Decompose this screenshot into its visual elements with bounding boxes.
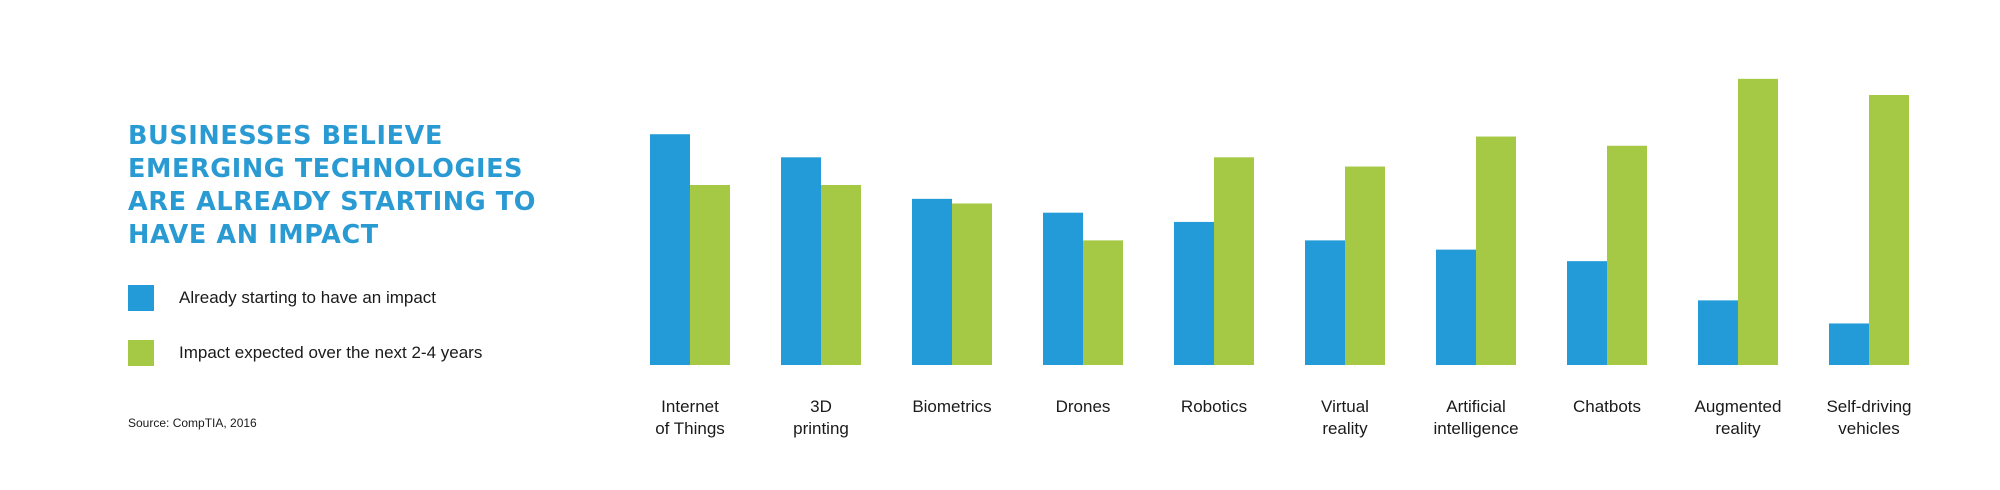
chart-title-line: ARE ALREADY STARTING TO bbox=[128, 187, 537, 217]
x-tick-label: Robotics bbox=[1181, 397, 1247, 416]
x-tick-label: Chatbots bbox=[1573, 397, 1641, 416]
legend-item-expected: Impact expected over the next 2-4 years bbox=[128, 340, 482, 366]
x-axis-tick-labels: Internet of Things 3D printing Biometrics Dro… bbox=[655, 397, 1911, 438]
bar-expected bbox=[1083, 240, 1123, 365]
chart-title: BUSINESSES BELIEVE EMERGING TECHNOLOGIES A… bbox=[128, 120, 588, 252]
bar-current bbox=[1043, 212, 1083, 365]
x-tick-label: 3D printing bbox=[793, 397, 849, 438]
chart-title-lines: BUSINESSES BELIEVE EMERGING TECHNOLOGIES A… bbox=[128, 120, 588, 252]
x-tick-label: Self-driving vehicles bbox=[1826, 397, 1911, 438]
bar-expected bbox=[1476, 136, 1516, 365]
x-tick-label: Biometrics bbox=[912, 397, 991, 416]
bar-current bbox=[1174, 221, 1214, 365]
legend-item-current: Already starting to have an impact bbox=[128, 285, 436, 311]
x-tick-label: Drones bbox=[1056, 397, 1111, 416]
bar-current bbox=[1567, 261, 1607, 365]
bar-expected bbox=[1607, 145, 1647, 365]
bar-expected bbox=[1214, 157, 1254, 365]
bar-current bbox=[1305, 240, 1345, 365]
bar-expected bbox=[1738, 78, 1778, 365]
bar-expected bbox=[821, 185, 861, 365]
x-tick-label: Augmented reality bbox=[1695, 397, 1782, 438]
chart-title-line: BUSINESSES BELIEVE bbox=[128, 121, 443, 151]
bar-expected bbox=[1869, 95, 1909, 365]
bar-current bbox=[912, 198, 952, 365]
chart-title-line: EMERGING TECHNOLOGIES bbox=[128, 154, 524, 184]
source-note: Source: CompTIA, 2016 bbox=[128, 416, 257, 430]
chart-title-line: HAVE AN IMPACT bbox=[128, 220, 379, 250]
bar-current bbox=[1698, 300, 1738, 365]
x-tick-label: Internet of Things bbox=[655, 397, 725, 438]
x-tick-label: Virtual reality bbox=[1321, 397, 1369, 438]
bar-current bbox=[650, 134, 690, 365]
x-tick-label: Artificial intelligence bbox=[1433, 397, 1518, 438]
bar-group bbox=[650, 78, 1909, 365]
legend-swatch-expected bbox=[128, 340, 154, 366]
legend-label-current: Already starting to have an impact bbox=[179, 288, 437, 307]
bar-expected bbox=[1345, 166, 1385, 365]
bar-expected bbox=[952, 203, 992, 365]
legend-label-expected: Impact expected over the next 2-4 years bbox=[179, 343, 483, 362]
bar-expected bbox=[690, 185, 730, 365]
legend-swatch-current bbox=[128, 285, 154, 311]
bar-current bbox=[1829, 323, 1869, 365]
bar-current bbox=[1436, 249, 1476, 365]
bar-current bbox=[781, 157, 821, 365]
